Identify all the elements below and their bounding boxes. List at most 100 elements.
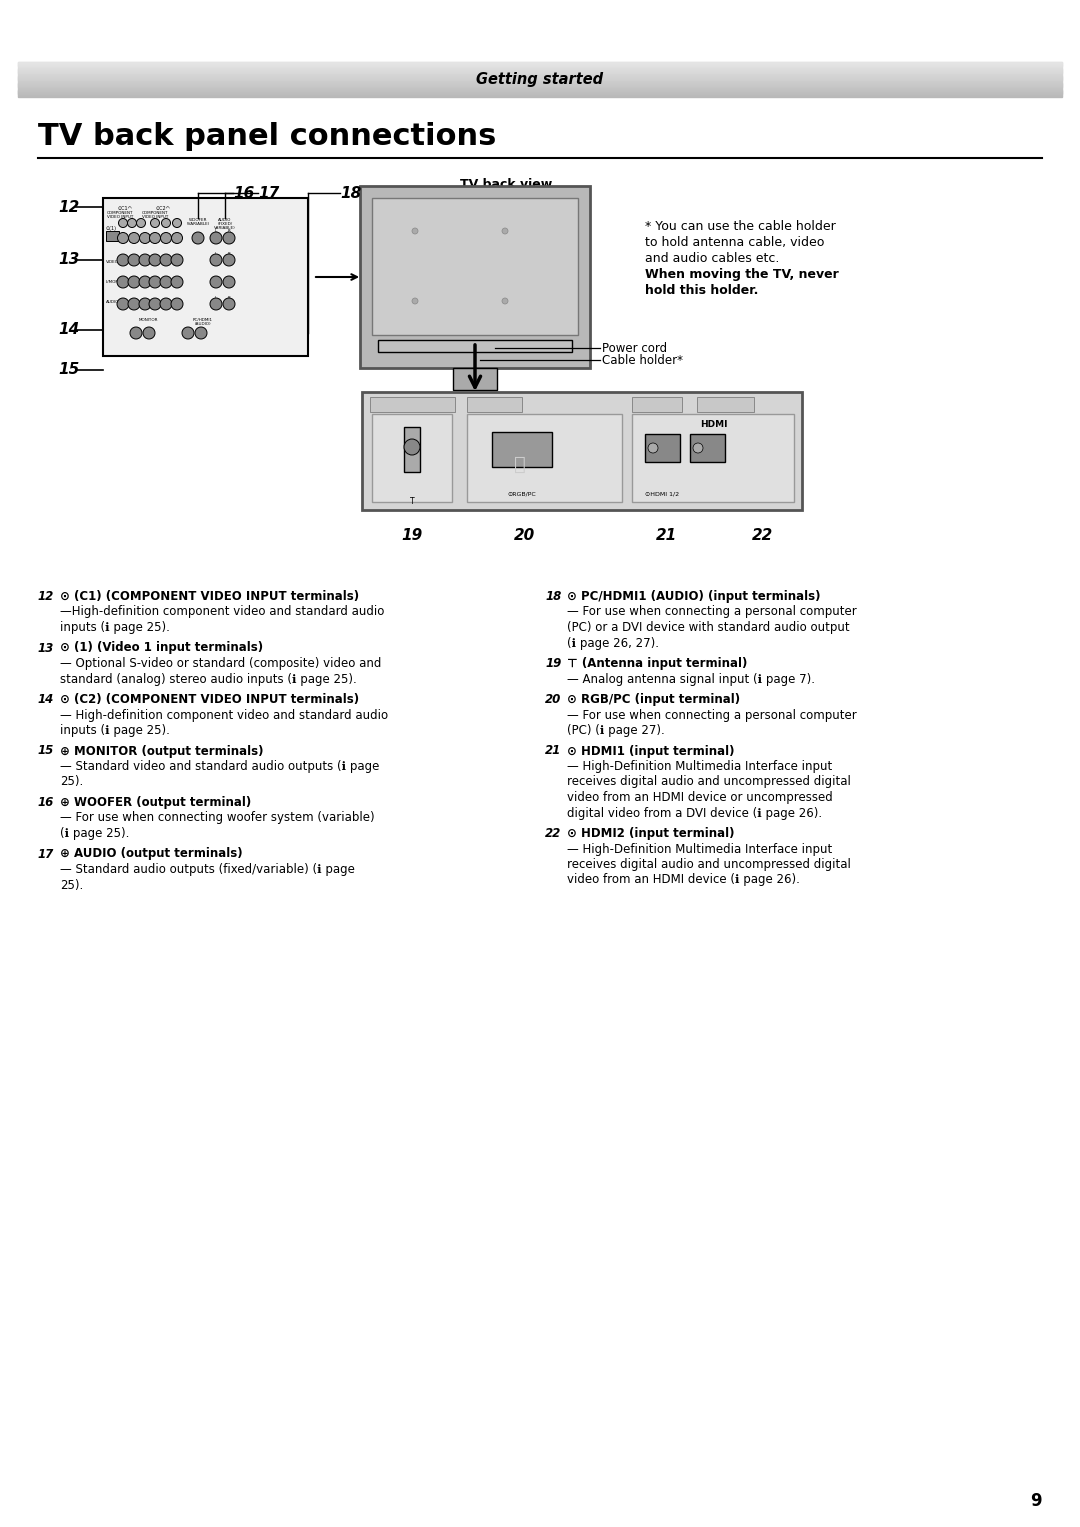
- Text: 25).: 25).: [60, 878, 83, 892]
- Circle shape: [210, 276, 222, 289]
- Circle shape: [118, 232, 129, 243]
- Text: 14: 14: [58, 322, 79, 337]
- Text: ⊙ (C2) (COMPONENT VIDEO INPUT terminals): ⊙ (C2) (COMPONENT VIDEO INPUT terminals): [60, 693, 360, 705]
- Text: ⊕ AUDIO (output terminals): ⊕ AUDIO (output terminals): [60, 847, 243, 861]
- Circle shape: [171, 298, 183, 310]
- Bar: [492, 432, 552, 467]
- Text: ⊕ WOOFER (output terminal): ⊕ WOOFER (output terminal): [60, 796, 252, 809]
- Circle shape: [195, 327, 207, 339]
- Text: ⊙RGB/PC: ⊙RGB/PC: [508, 492, 537, 496]
- Text: L: L: [215, 229, 217, 234]
- Text: receives digital audio and uncompressed digital: receives digital audio and uncompressed …: [567, 858, 851, 870]
- Bar: [632, 414, 794, 502]
- Circle shape: [150, 218, 160, 228]
- Text: Power cord: Power cord: [602, 342, 667, 354]
- Circle shape: [136, 218, 146, 228]
- Circle shape: [117, 276, 129, 289]
- Circle shape: [117, 253, 129, 266]
- Circle shape: [139, 232, 150, 243]
- Circle shape: [149, 253, 161, 266]
- Bar: [360, 186, 590, 368]
- Circle shape: [149, 276, 161, 289]
- Text: 21: 21: [656, 528, 677, 544]
- Text: AUDIO: AUDIO: [106, 299, 120, 304]
- Text: Cable holder*: Cable holder*: [602, 353, 683, 366]
- Circle shape: [129, 298, 140, 310]
- Bar: [372, 199, 578, 334]
- Text: video from an HDMI device or uncompressed: video from an HDMI device or uncompresse…: [567, 791, 833, 805]
- Text: 16: 16: [233, 185, 254, 200]
- Bar: [690, 434, 725, 463]
- Text: inputs (ℹ page 25).: inputs (ℹ page 25).: [60, 724, 170, 738]
- Text: 13: 13: [38, 641, 54, 655]
- Text: 15: 15: [38, 745, 54, 757]
- Text: 22: 22: [752, 528, 772, 544]
- Circle shape: [127, 218, 136, 228]
- Text: L: L: [215, 296, 217, 299]
- Text: (ℹ page 25).: (ℹ page 25).: [60, 828, 130, 840]
- Text: R: R: [228, 229, 230, 234]
- Circle shape: [143, 327, 156, 339]
- Circle shape: [171, 253, 183, 266]
- Text: and audio cables etc.: and audio cables etc.: [645, 252, 780, 266]
- Text: VIDEO: VIDEO: [106, 260, 119, 264]
- Circle shape: [161, 232, 172, 243]
- Text: ⊙ PC/HDMI1 (AUDIO) (input terminals): ⊙ PC/HDMI1 (AUDIO) (input terminals): [567, 589, 821, 603]
- Text: — High-definition component video and standard audio: — High-definition component video and st…: [60, 709, 388, 721]
- Text: 18: 18: [340, 185, 361, 200]
- Text: 14: 14: [38, 693, 54, 705]
- Bar: [362, 392, 802, 510]
- Text: TV back panel connections: TV back panel connections: [38, 122, 497, 151]
- Text: video from an HDMI device (ℹ page 26).: video from an HDMI device (ℹ page 26).: [567, 873, 800, 887]
- Circle shape: [502, 298, 508, 304]
- Circle shape: [139, 253, 151, 266]
- Text: ⊙HDMI 1/2: ⊙HDMI 1/2: [645, 492, 679, 496]
- Circle shape: [183, 327, 194, 339]
- Circle shape: [192, 232, 204, 244]
- Circle shape: [693, 443, 703, 454]
- Bar: [467, 414, 622, 502]
- Circle shape: [172, 232, 183, 243]
- Text: 20: 20: [545, 693, 562, 705]
- Circle shape: [648, 443, 658, 454]
- Text: VIDEO INPUT: VIDEO INPUT: [141, 215, 168, 218]
- Text: 21: 21: [545, 745, 562, 757]
- Circle shape: [129, 276, 140, 289]
- Text: 9: 9: [1030, 1492, 1042, 1510]
- Circle shape: [160, 253, 172, 266]
- Circle shape: [411, 228, 418, 234]
- Circle shape: [210, 298, 222, 310]
- Text: When moving the TV, never: When moving the TV, never: [645, 269, 839, 281]
- Text: — Analog antenna signal input (ℹ page 7).: — Analog antenna signal input (ℹ page 7)…: [567, 672, 815, 686]
- Circle shape: [149, 232, 161, 243]
- Bar: [467, 397, 522, 412]
- Text: ⊙ (C1) (COMPONENT VIDEO INPUT terminals): ⊙ (C1) (COMPONENT VIDEO INPUT terminals): [60, 589, 360, 603]
- Bar: [697, 397, 754, 412]
- Text: S-VIDEO: S-VIDEO: [106, 235, 123, 240]
- Text: ⊙ (1) (Video 1 input terminals): ⊙ (1) (Video 1 input terminals): [60, 641, 264, 655]
- Text: ⛶: ⛶: [514, 455, 526, 473]
- Text: — For use when connecting a personal computer: — For use when connecting a personal com…: [567, 709, 856, 721]
- Text: 12: 12: [38, 589, 54, 603]
- Circle shape: [222, 276, 235, 289]
- Text: standard (analog) stereo audio inputs (ℹ page 25).: standard (analog) stereo audio inputs (ℹ…: [60, 672, 356, 686]
- Text: MONITOR: MONITOR: [138, 318, 158, 322]
- Text: Getting started: Getting started: [476, 72, 604, 87]
- Bar: [372, 414, 453, 502]
- Text: * You can use the cable holder: * You can use the cable holder: [645, 220, 836, 234]
- Text: COMPONENT: COMPONENT: [141, 211, 168, 215]
- Bar: [103, 199, 308, 356]
- Text: AUDIO: AUDIO: [218, 218, 232, 221]
- Text: 18: 18: [545, 589, 562, 603]
- Text: L: L: [215, 252, 217, 257]
- Text: to hold antenna cable, video: to hold antenna cable, video: [645, 237, 824, 249]
- Bar: [106, 231, 119, 241]
- Text: — Optional S-video or standard (composite) video and: — Optional S-video or standard (composit…: [60, 657, 381, 670]
- Bar: [370, 397, 455, 412]
- Text: — For use when connecting a personal computer: — For use when connecting a personal com…: [567, 606, 856, 618]
- Text: HDMI: HDMI: [700, 420, 728, 429]
- Text: 17: 17: [38, 847, 54, 861]
- Circle shape: [160, 298, 172, 310]
- Text: WOOFER: WOOFER: [189, 218, 207, 221]
- Text: (AUDIO): (AUDIO): [194, 322, 212, 325]
